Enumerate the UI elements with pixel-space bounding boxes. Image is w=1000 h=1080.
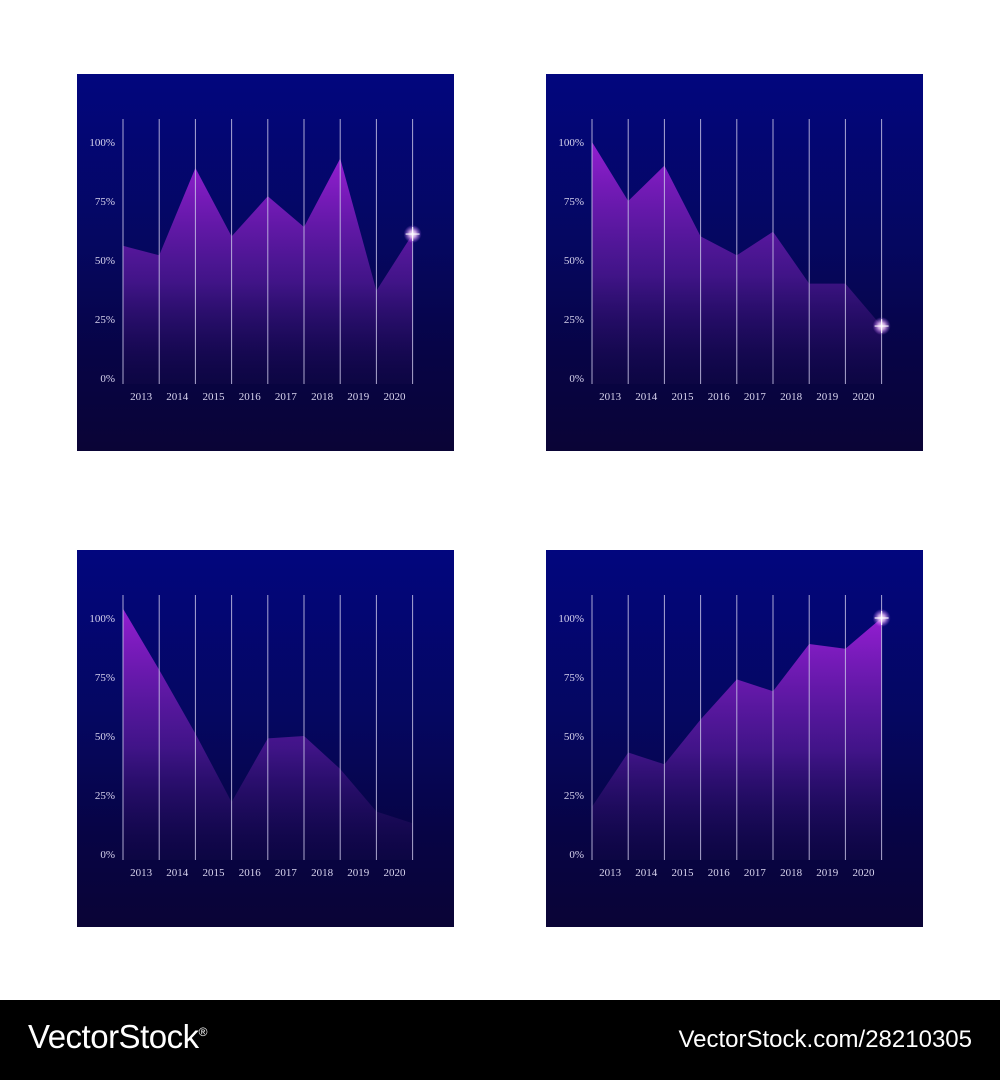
x-tick-label: 2017 — [744, 391, 767, 403]
y-tick-label: 100% — [89, 137, 115, 149]
y-tick-label: 75% — [564, 196, 584, 208]
y-tick-label: 75% — [95, 672, 115, 684]
y-tick-label: 25% — [95, 790, 115, 802]
chart-svg: 100% 75% 50% 25% 0% 2013 2014 2015 2016 2017 2018 2… — [89, 119, 422, 403]
chart-svg: 100% 75% 50% 25% 0% 2013 2014 2015 2016 2017 2018 2… — [558, 595, 891, 879]
x-tick-label: 2020 — [853, 391, 876, 403]
y-tick-label: 25% — [95, 314, 115, 326]
y-tick-label: 75% — [564, 672, 584, 684]
x-tick-label: 2018 — [780, 391, 803, 403]
stock-id: VectorStock.com/28210305 — [678, 1026, 972, 1053]
x-tick-label: 2016 — [708, 867, 731, 879]
x-tick-label: 2019 — [347, 391, 370, 403]
x-tick-label: 2020 — [384, 867, 407, 879]
x-tick-label: 2017 — [275, 867, 298, 879]
y-tick-label: 0% — [100, 849, 115, 861]
x-tick-label: 2020 — [384, 391, 407, 403]
y-tick-label: 50% — [95, 255, 115, 267]
x-tick-label: 2019 — [816, 867, 839, 879]
x-tick-label: 2020 — [853, 867, 876, 879]
y-tick-label: 50% — [564, 255, 584, 267]
y-tick-label: 100% — [89, 613, 115, 625]
x-tick-label: 2015 — [672, 867, 695, 879]
x-tick-label: 2013 — [599, 867, 622, 879]
chart-svg: 100% 75% 50% 25% 0% 2013 2014 2015 2016 2017 2018 2… — [558, 119, 891, 403]
x-tick-label: 2016 — [239, 867, 262, 879]
x-tick-label: 2014 — [166, 391, 189, 403]
x-tick-label: 2014 — [635, 867, 658, 879]
chart-panel-3: 100% 75% 50% 25% 0% 2013 2014 2015 2016 2017 2018 2… — [77, 550, 454, 927]
chart-svg: 100% 75% 50% 25% 0% 2013 2014 2015 2016 2017 2018 2… — [89, 595, 414, 879]
sparkle-icon — [405, 227, 420, 242]
brand-mark: ® — [198, 1025, 208, 1039]
x-tick-label: 2014 — [166, 867, 189, 879]
y-tick-label: 50% — [564, 731, 584, 743]
y-tick-label: 25% — [564, 790, 584, 802]
y-tick-label: 0% — [569, 849, 584, 861]
y-tick-label: 0% — [569, 373, 584, 385]
x-tick-label: 2015 — [203, 867, 226, 879]
y-tick-label: 0% — [100, 373, 115, 385]
brand-name: VectorStock — [28, 1018, 199, 1055]
x-tick-label: 2019 — [347, 867, 370, 879]
chart-panel-4: 100% 75% 50% 25% 0% 2013 2014 2015 2016 2017 2018 2… — [546, 550, 923, 927]
chart-panel-2: 100% 75% 50% 25% 0% 2013 2014 2015 2016 2017 2018 2… — [546, 74, 923, 451]
x-tick-label: 2014 — [635, 391, 658, 403]
x-tick-label: 2013 — [599, 391, 622, 403]
x-tick-label: 2013 — [130, 391, 153, 403]
x-tick-label: 2017 — [275, 391, 298, 403]
sparkle-icon — [874, 611, 889, 625]
y-tick-label: 100% — [558, 137, 584, 149]
y-tick-label: 50% — [95, 731, 115, 743]
x-tick-label: 2015 — [203, 391, 226, 403]
x-tick-label: 2017 — [744, 867, 767, 879]
x-tick-label: 2018 — [311, 391, 334, 403]
x-tick-label: 2016 — [239, 391, 262, 403]
chart-panel-1: 100% 75% 50% 25% 0% 2013 2014 2015 2016 2017 2018 2… — [77, 74, 454, 451]
brand-logo: VectorStock® — [28, 1018, 207, 1056]
y-tick-label: 100% — [558, 613, 584, 625]
watermark-footer: VectorStock® VectorStock.com/28210305 — [0, 1000, 1000, 1080]
x-tick-label: 2019 — [816, 391, 839, 403]
x-tick-label: 2016 — [708, 391, 731, 403]
y-tick-label: 75% — [95, 196, 115, 208]
x-tick-label: 2013 — [130, 867, 153, 879]
sparkle-icon — [874, 319, 889, 334]
x-tick-label: 2018 — [780, 867, 803, 879]
x-tick-label: 2015 — [672, 391, 695, 403]
y-tick-label: 25% — [564, 314, 584, 326]
x-tick-label: 2018 — [311, 867, 334, 879]
